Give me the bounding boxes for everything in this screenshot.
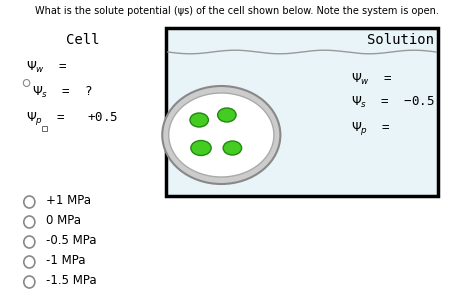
Text: $\Psi_p$  =: $\Psi_p$ = [350,120,391,137]
Ellipse shape [223,141,242,155]
Text: $\Psi_p$  =   +0.5: $\Psi_p$ = +0.5 [26,110,118,127]
Text: $\Psi_s$  =  ?: $\Psi_s$ = ? [32,85,93,100]
Text: Solution: Solution [366,33,434,47]
Ellipse shape [218,108,236,122]
Circle shape [24,256,35,268]
Circle shape [24,196,35,208]
Circle shape [23,80,30,86]
Ellipse shape [191,140,211,155]
Ellipse shape [169,93,274,177]
Bar [42,126,47,131]
Circle shape [24,236,35,248]
Text: 0 MPa: 0 MPa [46,214,81,227]
Text: $\Psi_w$  =: $\Psi_w$ = [350,72,392,87]
Circle shape [24,276,35,288]
Text: What is the solute potential (ψs) of the cell shown below. Note the system is op: What is the solute potential (ψs) of the… [35,6,439,16]
Ellipse shape [190,113,209,127]
Text: -1.5 MPa: -1.5 MPa [46,274,97,287]
Text: $\Psi_s$  =  −0.5: $\Psi_s$ = −0.5 [350,95,434,110]
Text: Cell: Cell [66,33,100,47]
Text: +1 MPa: +1 MPa [46,194,91,208]
Ellipse shape [162,86,281,184]
Bar [166,28,438,196]
Circle shape [24,216,35,228]
Text: -0.5 MPa: -0.5 MPa [46,235,96,248]
Text: -1 MPa: -1 MPa [46,254,85,268]
Text: $\Psi_w$  =: $\Psi_w$ = [26,60,67,75]
